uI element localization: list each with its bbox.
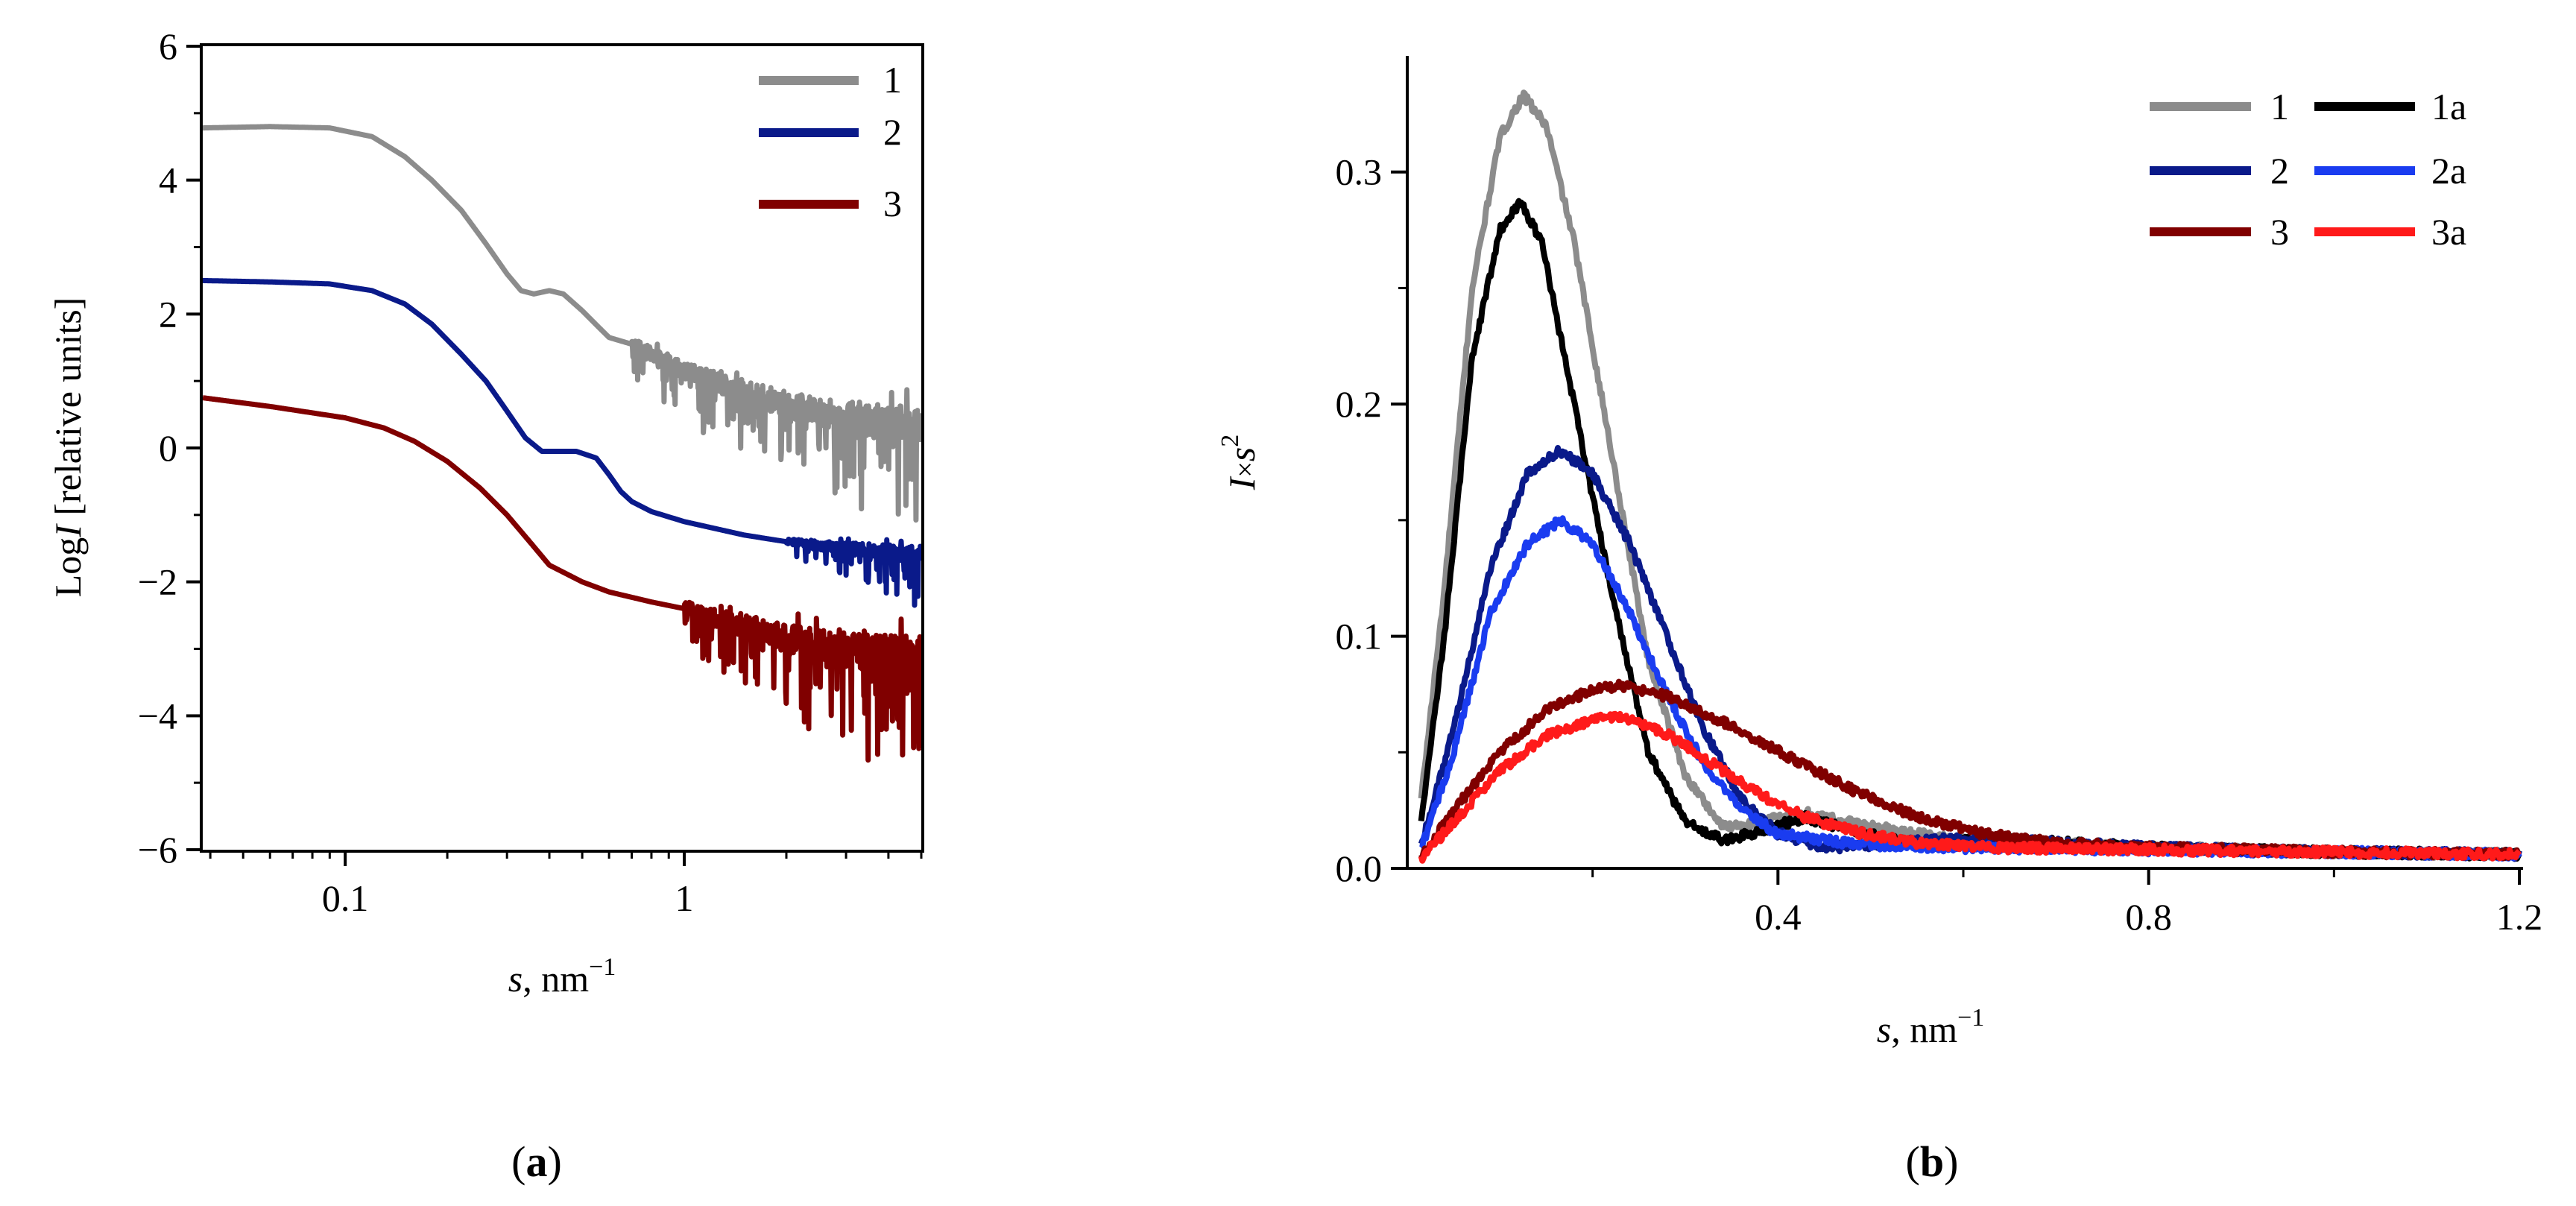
chart-panel-a: −6 −4 −2 0 2 4 6 0.1 1 1 2 3 LogI [relative unit… (47, 25, 924, 1186)
panel-label-a-letter: a (526, 1137, 548, 1186)
y-axis-label-a: LogI [relative units] (47, 297, 89, 598)
series-line-a-2 (201, 277, 924, 608)
legend-label-b-3: 3 (2270, 211, 2289, 253)
panel-label-b: (b) (1906, 1137, 1959, 1186)
y-axis-label-a-var: I (47, 523, 89, 538)
y-axis-label-b-var1: I (1221, 476, 1263, 490)
x-tick-label-a: 1 (675, 877, 694, 919)
x-tick-label-a: 0.1 (322, 877, 369, 919)
y-tick-label-b: 0.3 (1336, 151, 1383, 193)
legend-label-b-1: 1 (2270, 86, 2289, 127)
chart-panel-b: 0.00.10.20.30.4 0.8 1.2 1 1a 2 2a 3 3a I×s… (1216, 56, 2542, 1186)
legend-label-a-1: 1 (883, 59, 902, 101)
y-tick-label-a: −6 (138, 829, 177, 871)
y-tick-label-a: 6 (159, 25, 177, 67)
x-axis-label-b: s, nm−1 (1877, 1004, 1985, 1050)
y-axis-label-b-var2: s (1221, 447, 1263, 461)
legend-b: 1 1a 2 2a 3 3a (2150, 86, 2466, 253)
x-axis-label-b-unit: , nm (1891, 1008, 1957, 1050)
panel-label-b-letter: b (1920, 1137, 1944, 1186)
x-axis-label-b-var: s (1877, 1008, 1891, 1050)
tick-group-b: 0.0 0.1 0.2 0.3 0.4 0.8 1.2 (1336, 151, 2543, 938)
x-axis-label-a-sup: −1 (589, 953, 616, 981)
series-line-a-1 (201, 124, 924, 523)
series-line-b-3a (1418, 710, 2522, 864)
y-tick-label-a: −4 (138, 695, 177, 736)
panel-label-a: (a) (511, 1137, 562, 1186)
x-tick-label-b: 1.2 (2496, 896, 2543, 938)
y-tick-label-b: 0.0 (1336, 847, 1383, 889)
x-axis-label-a: s, nm−1 (508, 953, 616, 1000)
plot-frame-a (200, 43, 924, 853)
tick-group-a: −6 −4 −2 0 2 4 6 0.1 1 (138, 25, 923, 919)
legend-label-b-3a: 3a (2431, 211, 2466, 253)
y-tick-label-a: 4 (159, 160, 177, 201)
y-axis-label-b: I×s2 (1216, 435, 1263, 491)
y-axis-label-a-suffix: [relative units] (47, 297, 89, 525)
legend-label-b-2a: 2a (2431, 150, 2466, 192)
x-tick-label-b: 0.8 (2125, 896, 2172, 938)
series-line-a-3 (201, 395, 924, 763)
x-axis-label-a-unit: , nm (523, 958, 589, 1000)
y-axis-label-b-times: × (1230, 461, 1261, 477)
legend-a: 1 2 3 (759, 59, 902, 224)
legend-label-a-3: 3 (883, 183, 902, 224)
series-group-a (201, 124, 924, 763)
y-tick-label-b: 0.1 (1336, 616, 1383, 657)
legend-label-b-2: 2 (2270, 150, 2289, 192)
y-tick-label-b: 0.2 (1336, 383, 1383, 425)
series-line-b-2 (1418, 445, 2522, 862)
y-axis-label-b-sup: 2 (1216, 435, 1244, 447)
legend-label-b-1a: 1a (2431, 86, 2466, 127)
x-axis-label-a-var: s (508, 958, 523, 1000)
y-tick-label-a: −2 (138, 561, 177, 603)
series-group-b (1418, 89, 2522, 864)
y-tick-label-a: 2 (159, 293, 177, 335)
legend-label-a-2: 2 (883, 111, 902, 153)
x-tick-label-b: 0.4 (1755, 896, 1802, 938)
series-line-b-3 (1418, 678, 2522, 862)
y-axis-label-a-prefix: Log (47, 537, 89, 598)
y-tick-label-a: 0 (159, 427, 177, 469)
x-axis-label-b-sup: −1 (1957, 1004, 1984, 1032)
